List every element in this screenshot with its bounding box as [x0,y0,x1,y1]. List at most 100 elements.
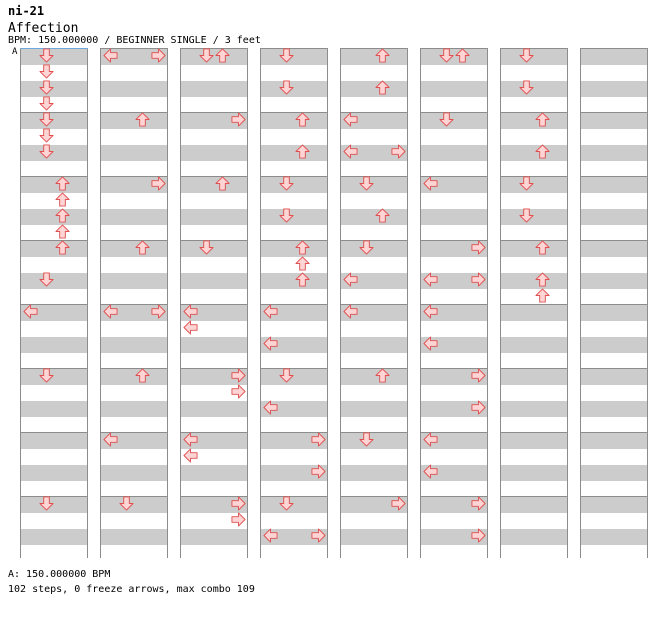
step-arrow-right [151,176,166,191]
step-arrow-right [471,496,486,511]
step-arrow-left [343,304,358,319]
step-arrow-down [439,112,454,127]
step-arrow-up [535,144,550,159]
step-arrow-right [231,368,246,383]
step-arrow-left [423,432,438,447]
bpm-change-line [20,48,88,49]
step-arrow-right [151,304,166,319]
step-arrow-right [471,368,486,383]
step-arrow-up [295,112,310,127]
step-arrow-down [519,208,534,223]
step-arrow-down [359,432,374,447]
step-arrow-up [535,288,550,303]
step-arrow-left [103,432,118,447]
step-arrow-left [263,336,278,351]
step-arrow-down [359,240,374,255]
step-arrow-down [39,80,54,95]
chart-column-6 [420,48,488,561]
step-arrow-right [471,240,486,255]
step-arrow-down [279,176,294,191]
song-id: ni-21 [8,4,45,18]
step-arrow-up [55,208,70,223]
step-arrow-up [535,240,550,255]
step-arrow-up [375,48,390,63]
step-arrow-down [519,176,534,191]
step-arrow-up [295,272,310,287]
step-arrow-down [39,144,54,159]
step-arrow-left [423,336,438,351]
step-arrow-down [39,272,54,287]
step-arrow-up [295,144,310,159]
step-arrow-down [279,368,294,383]
step-arrow-up [375,368,390,383]
step-arrow-left [423,464,438,479]
chart-column-3 [180,48,248,561]
step-arrow-right [151,48,166,63]
step-arrow-left [183,448,198,463]
step-arrow-down [199,48,214,63]
step-arrow-up [55,224,70,239]
bpm-change-marker: A [12,47,18,57]
step-arrow-down [439,48,454,63]
step-arrow-left [183,304,198,319]
step-arrow-down [39,96,54,111]
chart-column-4 [260,48,328,561]
step-arrow-down [279,496,294,511]
step-arrow-right [391,496,406,511]
step-arrow-down [39,64,54,79]
chart-column-2 [100,48,168,561]
step-arrow-right [471,272,486,287]
step-arrow-up [535,272,550,287]
step-arrow-left [343,272,358,287]
step-arrow-up [455,48,470,63]
step-arrow-up [375,208,390,223]
step-arrow-left [263,304,278,319]
step-arrow-right [231,384,246,399]
step-arrow-down [519,80,534,95]
step-arrow-left [343,112,358,127]
step-arrow-down [39,496,54,511]
step-arrow-up [135,240,150,255]
step-arrow-down [39,368,54,383]
bpm-summary: A: 150.000000 BPM [8,569,111,580]
step-arrow-left [183,432,198,447]
step-stats: 102 steps, 0 freeze arrows, max combo 10… [8,584,255,595]
chart-column-1 [20,48,88,561]
step-arrow-right [391,144,406,159]
step-arrow-up [135,368,150,383]
step-arrow-left [423,272,438,287]
step-arrow-left [103,304,118,319]
step-arrow-left [263,400,278,415]
song-meta: BPM: 150.000000 / BEGINNER SINGLE / 3 fe… [8,35,261,46]
step-arrow-up [535,112,550,127]
step-arrow-down [279,80,294,95]
step-arrow-left [343,144,358,159]
step-arrow-left [103,48,118,63]
step-arrow-down [119,496,134,511]
step-arrow-up [135,112,150,127]
step-arrow-up [295,256,310,271]
step-arrow-left [263,528,278,543]
step-arrow-up [295,240,310,255]
song-title: Affection [8,21,79,36]
step-arrow-left [423,176,438,191]
step-arrow-down [39,112,54,127]
step-arrow-left [23,304,38,319]
step-arrow-right [311,432,326,447]
step-arrow-down [199,240,214,255]
step-arrow-up [215,48,230,63]
step-arrow-up [55,240,70,255]
step-arrow-left [423,304,438,319]
step-arrow-left [183,320,198,335]
step-arrow-right [231,512,246,527]
step-arrow-down [359,176,374,191]
step-arrow-up [55,192,70,207]
step-arrow-right [311,464,326,479]
step-arrow-down [279,48,294,63]
step-arrow-up [215,176,230,191]
step-arrow-right [231,112,246,127]
step-arrow-up [375,80,390,95]
step-arrow-right [471,400,486,415]
step-arrow-down [519,48,534,63]
step-arrow-up [55,176,70,191]
